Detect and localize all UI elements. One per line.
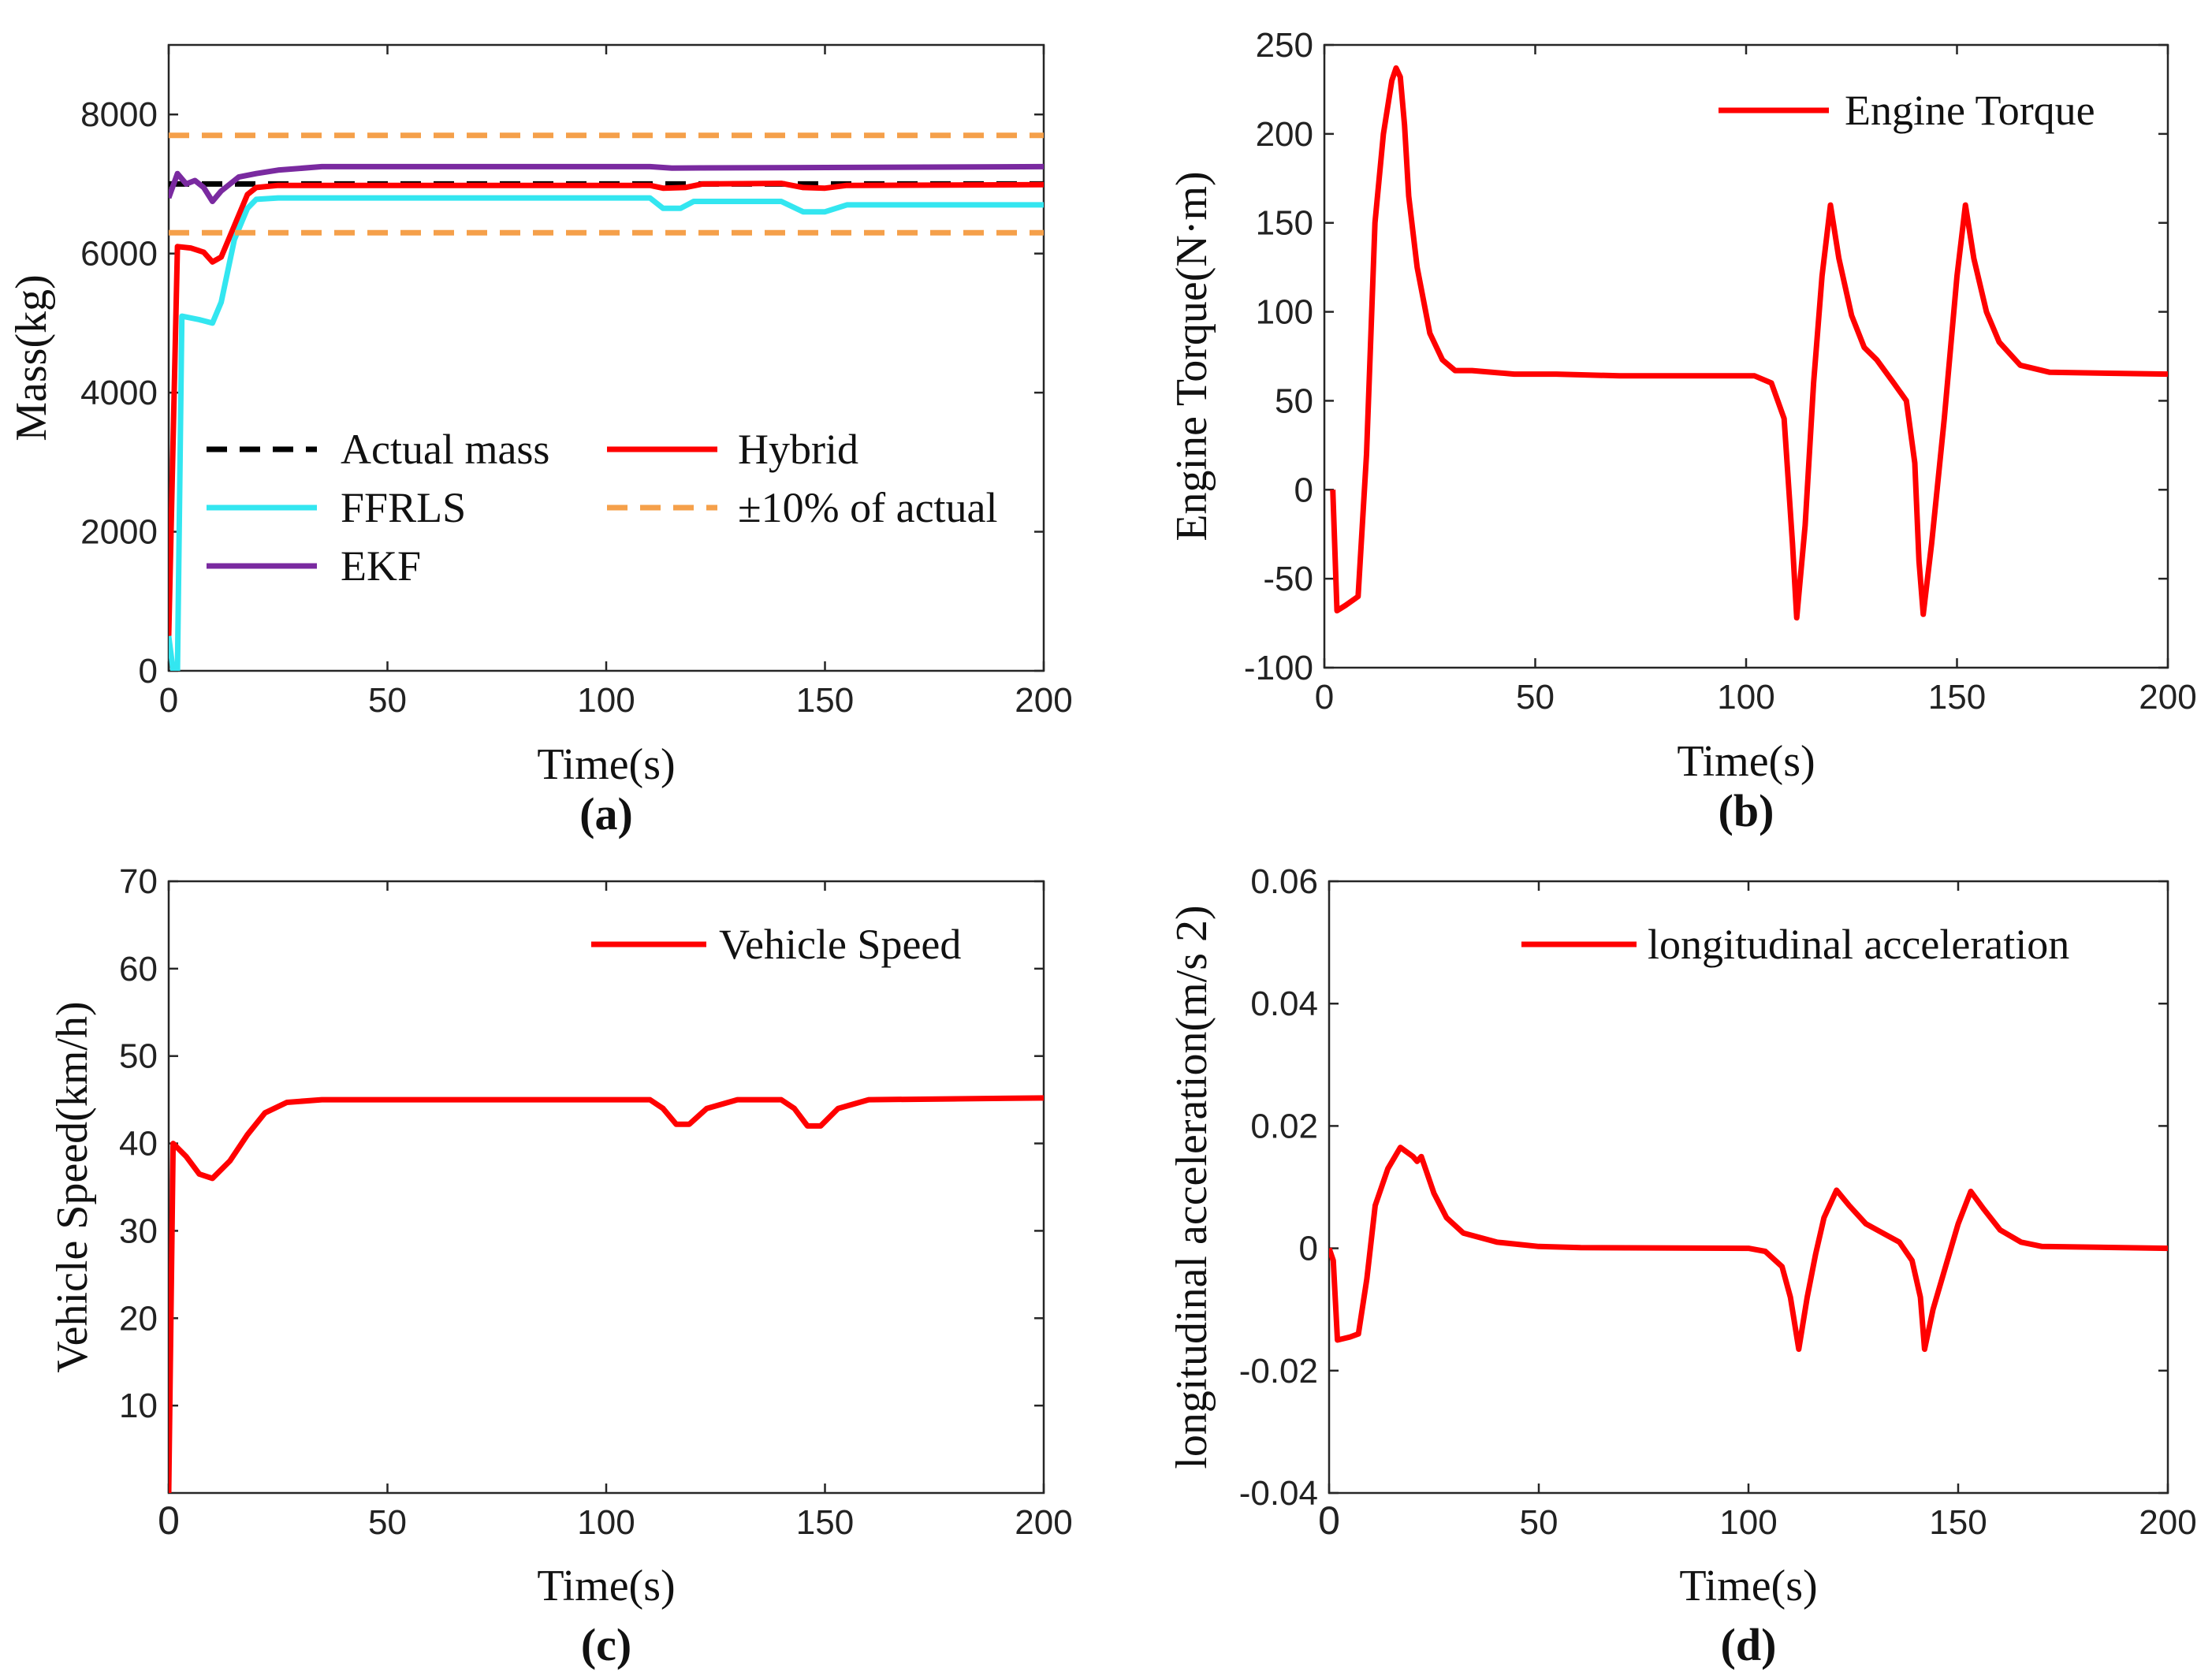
ytick-label: 20 bbox=[119, 1299, 158, 1338]
panel-a-ylabel: Mass(kg) bbox=[7, 274, 56, 441]
ytick-label: 2000 bbox=[80, 513, 158, 552]
ytick-label: 10 bbox=[119, 1387, 158, 1425]
ytick-label: 0 bbox=[1299, 1230, 1318, 1268]
ytick-label: 100 bbox=[1256, 293, 1313, 332]
ytick-label: 6000 bbox=[80, 235, 158, 274]
panel-b-xlabel: Time(s) bbox=[1677, 737, 1815, 786]
ytick-label: 0.02 bbox=[1250, 1107, 1318, 1145]
xtick-label: 0 bbox=[159, 681, 178, 720]
xtick-label: 50 bbox=[368, 681, 407, 720]
xtick-label: 100 bbox=[577, 681, 635, 720]
series-line-hybrid bbox=[169, 181, 1044, 636]
xtick-label: 200 bbox=[1015, 1503, 1072, 1542]
legend-label: Engine Torque bbox=[1845, 87, 2095, 134]
ytick-label: 150 bbox=[1256, 204, 1313, 243]
panel-b-caption: (b) bbox=[1719, 785, 1774, 836]
legend-label: FFRLS bbox=[341, 484, 466, 531]
xtick-label: 0 bbox=[1318, 1498, 1340, 1543]
legend-label: Vehicle Speed bbox=[719, 921, 961, 968]
ytick-label: 50 bbox=[119, 1037, 158, 1076]
panel-c-legend: Vehicle Speed bbox=[591, 921, 961, 968]
xtick-label: 50 bbox=[1520, 1503, 1558, 1542]
xtick-label: 150 bbox=[796, 681, 854, 720]
series-line-ekf bbox=[169, 163, 1044, 204]
panel-a-xlabel: Time(s) bbox=[537, 740, 675, 789]
ytick-label: 0.06 bbox=[1250, 862, 1318, 901]
legend-label: EKF bbox=[341, 542, 421, 590]
ytick-label: -100 bbox=[1244, 649, 1313, 687]
series-line-ffrls bbox=[169, 195, 1044, 671]
ytick-label: 40 bbox=[119, 1125, 158, 1163]
panel-c-ylabel: Vehicle Speed(km/h) bbox=[48, 1001, 97, 1372]
ytick-label: 50 bbox=[1275, 382, 1313, 420]
ytick-label: 250 bbox=[1256, 26, 1313, 65]
ytick-label: 0 bbox=[139, 652, 158, 691]
panel-d-ylabel: longitudinal acceleration(m/s 2) bbox=[1167, 905, 1216, 1469]
panel-d-ticks: 0 50 100 150 200 -0.04 -0.02 0 0.02 0.04 0.06 bbox=[1239, 862, 2197, 1543]
panel-b-series bbox=[1330, 65, 2168, 621]
ytick-label: 200 bbox=[1256, 115, 1313, 154]
legend-label: Hybrid bbox=[738, 426, 858, 473]
legend-label: Actual mass bbox=[341, 426, 549, 473]
panel-d-caption: (d) bbox=[1721, 1619, 1777, 1670]
panel-b-engine-torque: 0 50 100 150 200 -100 -50 0 50 100 150 200 250 Engin… bbox=[1167, 26, 2197, 836]
panel-b-legend: Engine Torque bbox=[1719, 87, 2095, 134]
ytick-label: -50 bbox=[1263, 560, 1313, 598]
ytick-label: -0.02 bbox=[1239, 1352, 1318, 1390]
legend-label: ±10% of actual bbox=[738, 484, 998, 531]
panel-a-series bbox=[169, 132, 1044, 671]
xtick-label: 200 bbox=[2139, 678, 2196, 717]
ytick-label: 8000 bbox=[80, 95, 158, 134]
xtick-label: 200 bbox=[2139, 1503, 2196, 1542]
panel-a-plot-frame bbox=[167, 43, 1045, 672]
xtick-label: 0 bbox=[158, 1498, 180, 1543]
panel-c-caption: (c) bbox=[581, 1619, 631, 1670]
xtick-label: 200 bbox=[1015, 681, 1072, 720]
ytick-label: 30 bbox=[119, 1212, 158, 1250]
xtick-label: 50 bbox=[368, 1503, 407, 1542]
panel-c-vehicle-speed: 0 50 100 150 200 10 20 30 40 50 60 70 Vehicle Speed… bbox=[48, 862, 1073, 1670]
ytick-label: 0 bbox=[1294, 471, 1313, 509]
xtick-label: 100 bbox=[1717, 678, 1774, 717]
series-line-engine-torque bbox=[1330, 65, 2168, 621]
ytick-label: 0.04 bbox=[1250, 985, 1318, 1023]
xtick-label: 150 bbox=[1928, 678, 1986, 717]
panel-d-xlabel: Time(s) bbox=[1679, 1562, 1817, 1610]
panel-c-xlabel: Time(s) bbox=[537, 1562, 675, 1610]
ytick-label: -0.04 bbox=[1239, 1474, 1318, 1513]
panel-d-plot-frame bbox=[1328, 880, 2169, 1495]
panel-a-caption: (a) bbox=[579, 788, 633, 840]
panel-b-ticks: 0 50 100 150 200 -100 -50 0 50 100 150 200 250 bbox=[1244, 26, 2197, 717]
panel-b-plot-frame bbox=[1323, 43, 2169, 669]
ytick-label: 60 bbox=[119, 950, 158, 988]
panel-d-series bbox=[1329, 1145, 2168, 1353]
ytick-label: 70 bbox=[119, 862, 158, 901]
series-line-vehicle-speed bbox=[169, 1095, 1044, 1493]
panel-c-series bbox=[169, 1095, 1044, 1493]
panel-c-plot-frame bbox=[167, 880, 1045, 1495]
legend-label: longitudinal acceleration bbox=[1648, 921, 2069, 968]
xtick-label: 150 bbox=[1929, 1503, 1987, 1542]
panel-c-ticks: 0 50 100 150 200 10 20 30 40 50 60 70 bbox=[119, 862, 1073, 1543]
xtick-label: 100 bbox=[577, 1503, 635, 1542]
xtick-label: 0 bbox=[1315, 678, 1334, 717]
panel-a-legend: Actual mass Hybrid FFRLS ±10% of actual EKF bbox=[207, 426, 998, 590]
panel-b-ylabel: Engine Torque(N·m) bbox=[1167, 171, 1216, 541]
ytick-label: 4000 bbox=[80, 374, 158, 412]
panel-d-legend: longitudinal acceleration bbox=[1521, 921, 2069, 968]
xtick-label: 50 bbox=[1516, 678, 1555, 717]
xtick-label: 150 bbox=[796, 1503, 854, 1542]
panel-d-longitudinal-acceleration: 0 50 100 150 200 -0.04 -0.02 0 0.02 0.04 0.06 long… bbox=[1167, 862, 2197, 1670]
series-line-longitudinal-acceleration bbox=[1329, 1145, 2168, 1353]
xtick-label: 100 bbox=[1719, 1503, 1777, 1542]
